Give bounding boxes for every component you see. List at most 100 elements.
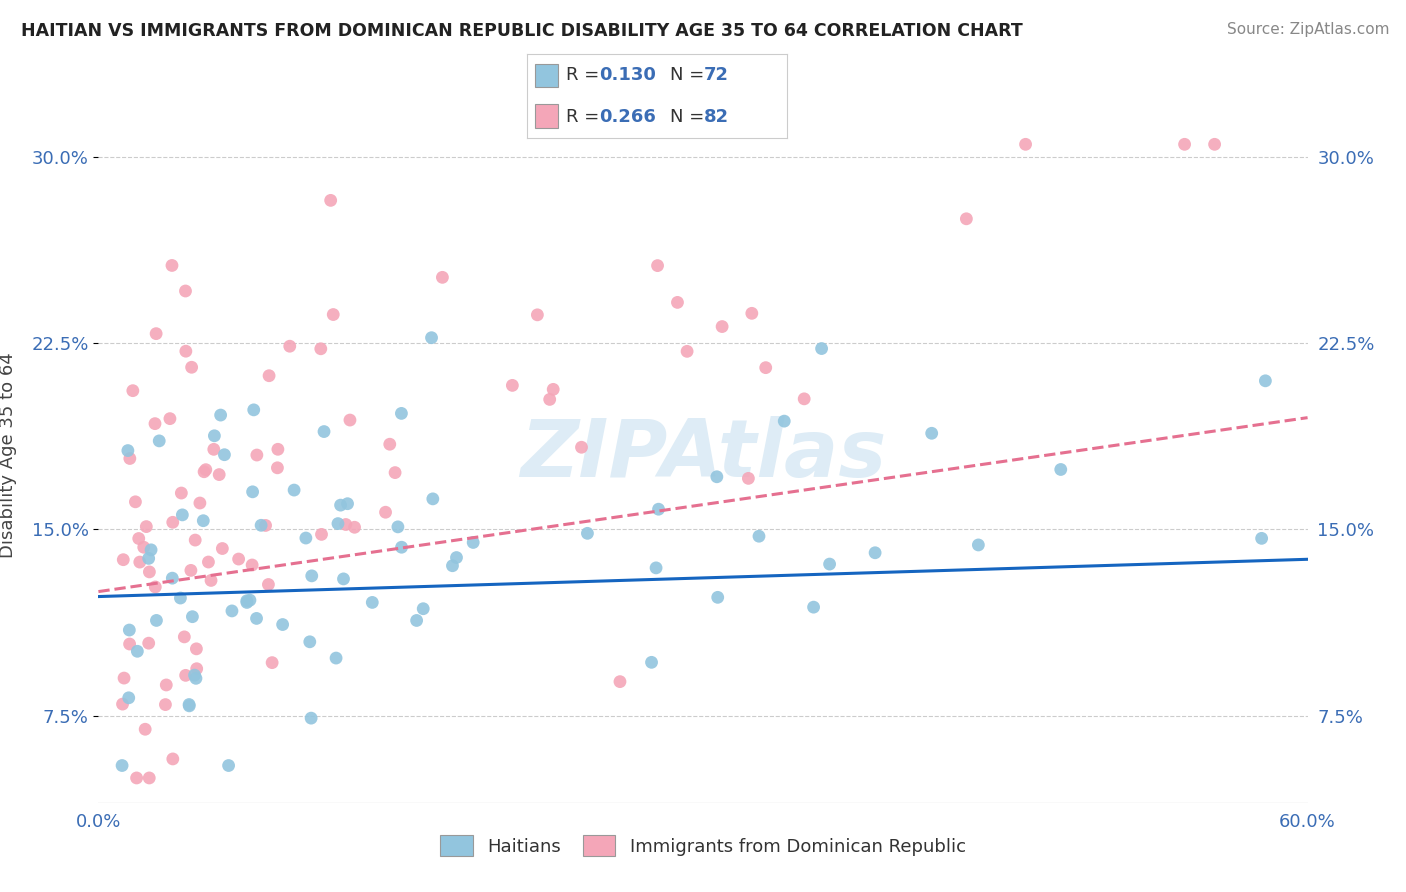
Point xyxy=(711,319,734,334)
Point xyxy=(446,550,468,565)
Point xyxy=(676,344,699,359)
Point xyxy=(278,339,301,353)
Point xyxy=(387,520,409,534)
Point xyxy=(112,671,135,685)
Point xyxy=(111,697,134,711)
Point xyxy=(124,495,146,509)
Point xyxy=(810,342,832,356)
Point xyxy=(193,465,215,479)
Point xyxy=(374,505,396,519)
Point xyxy=(332,572,354,586)
Point xyxy=(138,551,160,566)
Point xyxy=(322,308,344,322)
Point xyxy=(145,326,167,341)
Point xyxy=(301,569,323,583)
Point xyxy=(706,469,728,483)
Point xyxy=(228,552,250,566)
Point xyxy=(138,771,160,785)
Point xyxy=(143,580,166,594)
Point xyxy=(208,467,231,482)
Point xyxy=(441,558,464,573)
Point xyxy=(609,674,631,689)
Point xyxy=(463,535,485,549)
Bar xyxy=(536,104,558,128)
Point xyxy=(218,758,240,772)
Text: ZIPAtlas: ZIPAtlas xyxy=(520,416,886,494)
Point xyxy=(162,516,184,530)
Point xyxy=(319,194,342,208)
Point xyxy=(112,552,135,566)
Point xyxy=(863,546,886,560)
Point xyxy=(391,406,413,420)
Point xyxy=(127,644,149,658)
Point xyxy=(325,651,347,665)
Point xyxy=(741,306,763,320)
Point xyxy=(183,668,205,682)
Point xyxy=(159,411,181,425)
Point xyxy=(921,426,943,441)
Point xyxy=(186,662,208,676)
Point xyxy=(329,498,352,512)
Text: HAITIAN VS IMMIGRANTS FROM DOMINICAN REPUBLIC DISABILITY AGE 35 TO 64 CORRELATIO: HAITIAN VS IMMIGRANTS FROM DOMINICAN REP… xyxy=(21,22,1022,40)
Point xyxy=(111,758,134,772)
Point xyxy=(647,259,669,273)
Point xyxy=(640,656,662,670)
Point xyxy=(501,378,523,392)
Point xyxy=(271,617,294,632)
Point xyxy=(420,331,443,345)
Point xyxy=(378,437,401,451)
Bar xyxy=(536,63,558,87)
Text: N =: N = xyxy=(671,108,710,126)
Point xyxy=(299,711,322,725)
Point xyxy=(245,611,267,625)
Point xyxy=(184,533,207,547)
Point xyxy=(1014,137,1036,152)
Point xyxy=(125,771,148,785)
Point xyxy=(194,463,217,477)
Text: 0.130: 0.130 xyxy=(599,66,655,84)
Point xyxy=(169,591,191,605)
Point xyxy=(143,417,166,431)
Point xyxy=(200,574,222,588)
Point xyxy=(312,425,335,439)
Point xyxy=(186,641,208,656)
Y-axis label: Disability Age 35 to 64: Disability Age 35 to 64 xyxy=(0,352,17,558)
Point xyxy=(647,502,669,516)
Point xyxy=(295,531,318,545)
Point xyxy=(422,491,444,506)
Point xyxy=(162,571,184,585)
Point xyxy=(242,402,264,417)
Point xyxy=(236,594,259,608)
Point xyxy=(117,443,139,458)
Point xyxy=(955,211,977,226)
Point xyxy=(128,555,150,569)
Point xyxy=(145,614,167,628)
Point xyxy=(180,360,202,375)
Point xyxy=(526,308,548,322)
Point xyxy=(339,413,361,427)
Point xyxy=(298,635,321,649)
Point xyxy=(162,752,184,766)
Point xyxy=(1317,415,1340,429)
Point xyxy=(666,295,689,310)
Point xyxy=(818,557,841,571)
Point xyxy=(172,508,194,522)
Point xyxy=(193,514,215,528)
Point xyxy=(645,561,668,575)
Text: N =: N = xyxy=(671,66,710,84)
Text: 0.266: 0.266 xyxy=(599,108,655,126)
Point xyxy=(803,600,825,615)
Point xyxy=(239,593,262,607)
Point xyxy=(118,637,141,651)
Point xyxy=(254,518,277,533)
Point xyxy=(384,466,406,480)
Point xyxy=(128,532,150,546)
Point xyxy=(155,678,177,692)
Point xyxy=(160,259,183,273)
Point xyxy=(405,614,427,628)
Point xyxy=(132,540,155,554)
Point xyxy=(571,440,593,454)
Point xyxy=(173,630,195,644)
Point xyxy=(138,636,160,650)
Point xyxy=(361,595,384,609)
